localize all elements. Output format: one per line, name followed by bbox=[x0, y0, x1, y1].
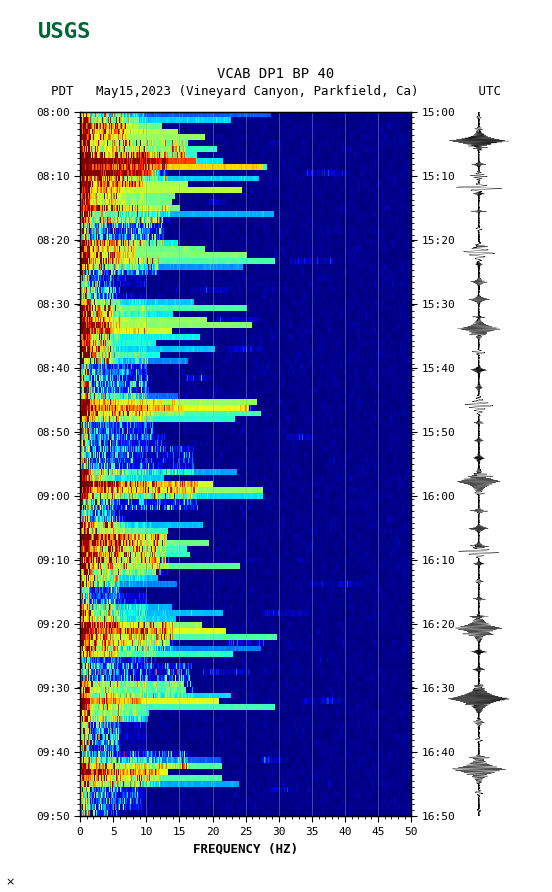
Text: ×: × bbox=[6, 877, 15, 887]
Text: PDT   May15,2023 (Vineyard Canyon, Parkfield, Ca)        UTC: PDT May15,2023 (Vineyard Canyon, Parkfie… bbox=[51, 86, 501, 98]
Text: USGS: USGS bbox=[38, 22, 91, 42]
X-axis label: FREQUENCY (HZ): FREQUENCY (HZ) bbox=[193, 842, 298, 855]
Text: VCAB DP1 BP 40: VCAB DP1 BP 40 bbox=[217, 67, 335, 81]
